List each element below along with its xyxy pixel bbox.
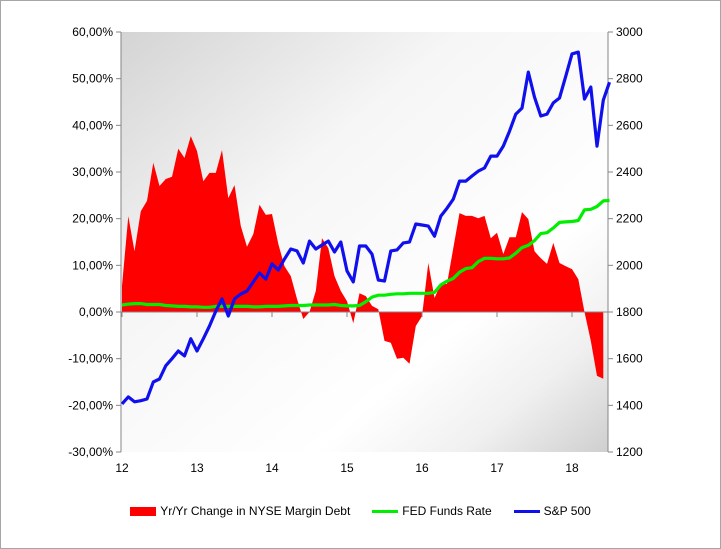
left-tick-label: 50,00% [72, 72, 113, 86]
legend: Yr/Yr Change in NYSE Margin Debt FED Fun… [1, 504, 720, 518]
legend-swatch-fed-funds [372, 509, 399, 513]
legend-item-margin-debt: Yr/Yr Change in NYSE Margin Debt [130, 504, 350, 518]
left-tick-label: -10,00% [68, 352, 113, 366]
right-tick-label: 2200 [616, 212, 643, 226]
right-tick-label: 1400 [616, 398, 643, 412]
x-tick-label: 13 [190, 461, 204, 475]
legend-label: S&P 500 [543, 504, 591, 518]
right-tick-label: 1200 [616, 445, 643, 459]
legend-label: FED Funds Rate [402, 504, 492, 518]
right-tick-label: 1600 [616, 352, 643, 366]
legend-item-fed-funds: FED Funds Rate [372, 504, 492, 518]
x-tick-label: 16 [415, 461, 429, 475]
left-tick-label: 10,00% [72, 258, 113, 272]
left-tick-label: 60,00% [72, 25, 113, 39]
legend-label: Yr/Yr Change in NYSE Margin Debt [160, 504, 351, 518]
right-tick-label: 2800 [616, 72, 643, 86]
x-tick-label: 12 [115, 461, 129, 475]
left-tick-label: 30,00% [72, 165, 113, 179]
right-tick-label: 2600 [616, 118, 643, 132]
legend-item-sp500: S&P 500 [513, 504, 591, 518]
legend-swatch-sp500 [513, 509, 540, 513]
right-tick-label: 2000 [616, 258, 643, 272]
right-tick-label: 2400 [616, 165, 643, 179]
right-tick-label: 1800 [616, 305, 643, 319]
x-tick-label: 18 [565, 461, 579, 475]
left-tick-label: -30,00% [68, 445, 113, 459]
left-tick-label: -20,00% [68, 398, 113, 412]
x-tick-label: 14 [265, 461, 279, 475]
left-tick-label: 20,00% [72, 212, 113, 226]
x-tick-label: 17 [490, 461, 504, 475]
left-tick-label: 40,00% [72, 118, 113, 132]
legend-swatch-margin-debt [130, 506, 157, 516]
right-tick-label: 3000 [616, 25, 643, 39]
x-tick-label: 15 [340, 461, 354, 475]
left-tick-label: 0,00% [79, 305, 113, 319]
